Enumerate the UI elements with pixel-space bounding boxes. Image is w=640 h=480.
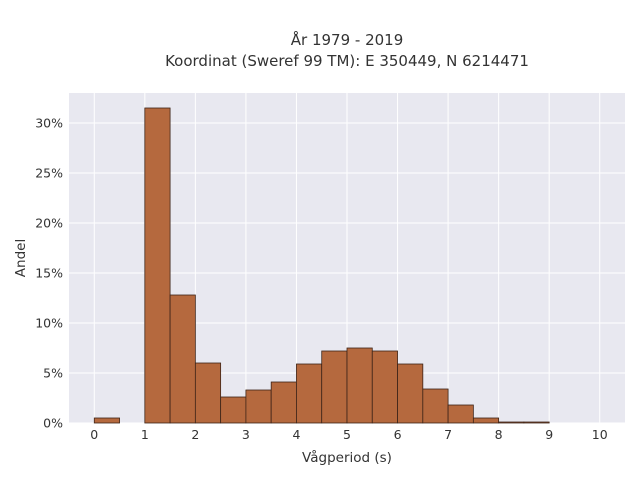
chart-title: År 1979 - 2019	[291, 30, 404, 49]
histogram-bar	[296, 363, 323, 424]
x-tick-label: 5	[343, 427, 351, 442]
histogram-bar	[245, 389, 272, 424]
y-tick-label: 30%	[35, 116, 63, 131]
x-tick-label: 10	[592, 427, 608, 442]
histogram-bar	[523, 421, 550, 424]
bars	[93, 107, 550, 424]
y-tick-label: 0%	[43, 416, 63, 431]
x-axis-label: Vågperiod (s)	[302, 449, 392, 466]
histogram-bar	[169, 294, 196, 424]
x-tick-label: 0	[90, 427, 98, 442]
y-axis-label: Andel	[13, 239, 29, 277]
histogram-bar	[472, 417, 500, 424]
y-tick-labels: 0% 5% 10% 15% 20% 25% 30%	[35, 116, 63, 431]
histogram-bar	[144, 107, 171, 424]
chart-subtitle: Koordinat (Sweref 99 TM): E 350449, N 62…	[165, 52, 529, 70]
x-tick-label: 9	[545, 427, 553, 442]
x-tick-label: 1	[141, 427, 149, 442]
x-tick-label: 6	[394, 427, 402, 442]
x-tick-label: 2	[191, 427, 199, 442]
histogram-bar	[371, 350, 398, 424]
histogram-bar	[346, 347, 373, 424]
histogram-bar	[93, 417, 120, 424]
histogram-bar	[321, 350, 348, 424]
x-tick-label: 8	[495, 427, 503, 442]
histogram-bar	[270, 381, 297, 424]
histogram-bar	[447, 404, 474, 424]
y-tick-label: 10%	[35, 316, 63, 331]
x-tick-label: 4	[292, 427, 300, 442]
y-tick-label: 15%	[35, 266, 63, 281]
x-tick-labels: 0 1 2 3 4 5 6 7 8 9 10	[90, 427, 607, 442]
y-tick-label: 25%	[35, 166, 63, 181]
histogram-bar	[194, 362, 222, 424]
y-tick-label: 5%	[43, 366, 63, 381]
histogram-bar	[397, 363, 424, 424]
histogram-bar	[422, 388, 449, 424]
x-tick-label: 7	[444, 427, 452, 442]
histogram-bar	[498, 421, 525, 424]
y-tick-label: 20%	[35, 216, 63, 231]
histogram-bar	[220, 396, 247, 424]
x-tick-label: 3	[242, 427, 250, 442]
